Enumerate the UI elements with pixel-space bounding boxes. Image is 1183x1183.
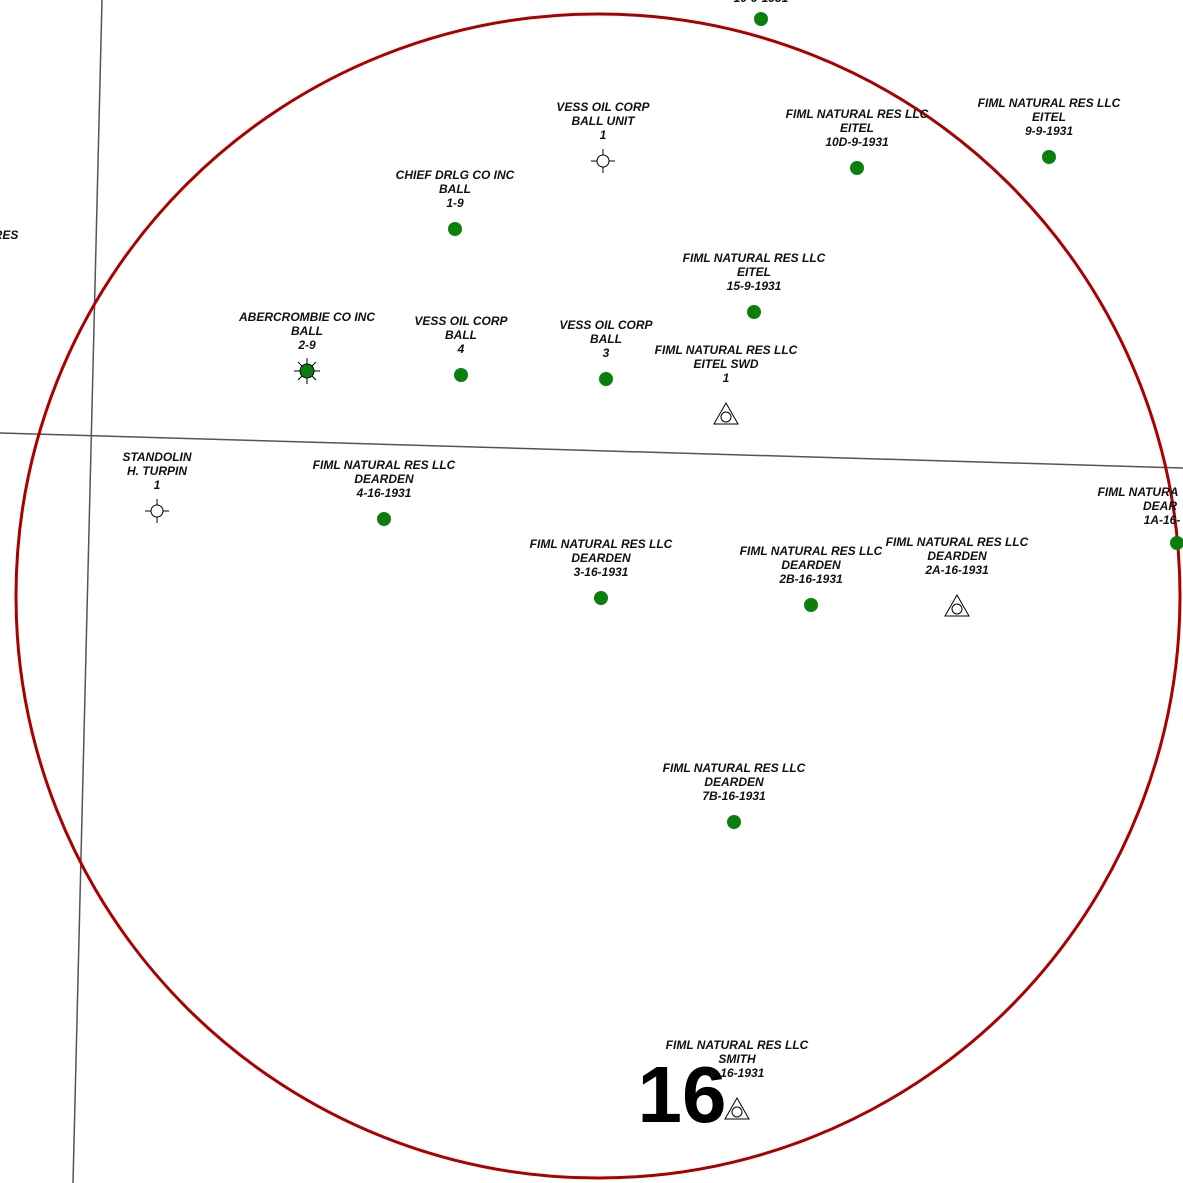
injection-well-icon [724,1096,750,1120]
well-label-lease: BALL [590,332,622,346]
well-marker [1170,536,1183,550]
partial-label-right-operator: FIML NATURA [1098,485,1179,499]
well-label-operator: FIML NATURAL RES LLC [683,251,826,265]
radius-circle [14,12,1182,1180]
well-label-well: 1-9 [446,196,464,210]
section-number: 16 [638,1050,727,1139]
partial-label-right-lease: DEAR [1143,499,1177,513]
well-label-lease: DEARDEN [571,551,631,565]
well-label-lease: BALL [445,328,477,342]
well-label-lease: DEARDEN [781,558,841,572]
well-marker [754,12,768,26]
well-label-well: 1 [723,371,730,385]
active-oil-icon [804,598,818,612]
well-label-lease: EITEL [840,121,874,135]
well-label-lease: H. TURPIN [127,464,187,478]
partial-label-top: 10-9-1931 [734,0,789,5]
active-oil-icon [727,815,741,829]
well-label-lease: EITEL SWD [693,357,758,371]
well-label-operator: VESS OIL CORP [559,318,653,332]
well-label-lease: SMITH [718,1052,756,1066]
well-label-operator: FIML NATURAL RES LLC [313,458,456,472]
active-oil-icon [754,12,768,26]
partial-label-left: RES [0,228,18,242]
well-label-well: 4-16-1931 [356,486,412,500]
active-oil-icon [1170,536,1183,550]
well-label-well: 7B-16-1931 [702,789,766,803]
section-line-vertical [72,0,103,1183]
well-label-operator: ABERCROMBIE CO INC [238,310,375,324]
active-oil-icon [599,372,613,386]
well-label-operator: FIML NATURAL RES LLC [886,535,1029,549]
well-label-operator: FIML NATURAL RES LLC [786,107,929,121]
well-label-well: 4 [457,342,465,356]
well-label-lease: DEARDEN [927,549,987,563]
well-label-well: 15-9-1931 [727,279,782,293]
well-label-well: 9-9-1931 [1025,124,1073,138]
well-label-operator: FIML NATURAL RES LLC [740,544,883,558]
well-label-well: 2-9 [297,338,316,352]
well-label-lease: EITEL [1032,110,1066,124]
active-oil-icon [448,222,462,236]
well-label-well: 3-16-1931 [574,565,629,579]
active-oil-icon [594,591,608,605]
injection-well-icon [713,401,739,425]
active-oil-icon [1042,150,1056,164]
active-oil-icon [377,512,391,526]
partial-label-right-well: 1A-16- [1144,513,1181,527]
well-label-well: 2B-16-1931 [778,572,843,586]
dry-hole-icon [145,499,169,523]
active-oil-icon [454,368,468,382]
well-label-operator: VESS OIL CORP [556,100,650,114]
well-label-lease: BALL [439,182,471,196]
well-label-lease: DEARDEN [354,472,414,486]
well-label-operator: FIML NATURAL RES LLC [666,1038,809,1052]
section-line-horizontal [0,432,1183,469]
injection-well-icon [944,593,970,617]
oil-gas-icon [294,358,320,384]
active-oil-icon [747,305,761,319]
well-label-well: 1 [154,478,161,492]
well-label-well: 9-16-1931 [710,1066,765,1080]
active-oil-icon [850,161,864,175]
well-label-lease: EITEL [737,265,771,279]
dry-hole-icon [591,149,615,173]
well-label-operator: FIML NATURAL RES LLC [655,343,798,357]
well-label-lease: BALL UNIT [571,114,636,128]
well-label-operator: FIML NATURAL RES LLC [663,761,806,775]
well-label-well: 2A-16-1931 [924,563,989,577]
well-label-operator: CHIEF DRLG CO INC [396,168,515,182]
well-label-operator: STANDOLIN [122,450,191,464]
well-label-well: 10D-9-1931 [825,135,889,149]
well-label-operator: VESS OIL CORP [414,314,508,328]
well-label-lease: BALL [291,324,323,338]
well-label-operator: FIML NATURAL RES LLC [530,537,673,551]
well-label-well: 3 [603,346,610,360]
well-label-well: 1 [600,128,607,142]
well-label-lease: DEARDEN [704,775,764,789]
well-label-operator: FIML NATURAL RES LLC [978,96,1121,110]
